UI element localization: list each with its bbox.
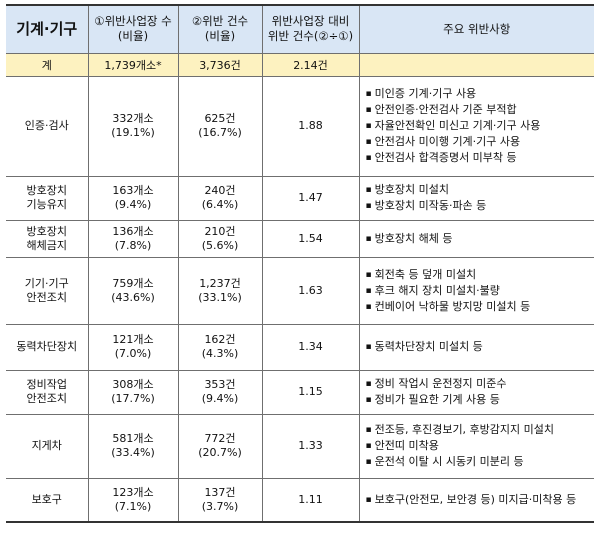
list-item: 안전띠 미착용 — [366, 438, 595, 454]
table-row: 인증·검사 332개소(19.1%) 625건(16.7%) 1.88 미인증 … — [6, 75, 595, 177]
row-sites: 308개소 (17.7%) — [87, 369, 179, 415]
header-sites: ①위반사업장 수 (비율) — [87, 4, 179, 54]
list-item: 컨베이어 낙하물 방지망 미설치 등 — [366, 299, 595, 315]
row-details: 미인증 기계·기구 사용 안전인증·안전검사 기준 부적합 자율안전확인 미신고… — [358, 75, 595, 177]
row-cases: 772건 (20.7%) — [177, 413, 263, 479]
row-details: 동력차단장치 미설치 등 — [358, 323, 595, 371]
row-ratio: 1.47 — [261, 175, 360, 221]
row-details: 보호구(안전모, 보안경 등) 미지급·미착용 등 — [358, 477, 595, 523]
row-sites: 123개소 (7.1%) — [87, 477, 179, 523]
violations-table: 기계·기구 ①위반사업장 수 (비율) ②위반 건수 (비율) 위반사업장 대비… — [6, 4, 594, 523]
row-details: 방호장치 해체 등 — [358, 219, 595, 258]
table-row: 동력차단장치 121개소(7.0%) 162건(4.3%) 1.34 동력차단장… — [6, 323, 595, 371]
total-cases: 3,736건 — [177, 52, 263, 77]
row-cases: 1,237건 (33.1%) — [177, 256, 263, 325]
row-category: 정비작업 안전조치 — [6, 369, 89, 415]
row-ratio: 1.15 — [261, 369, 360, 415]
list-item: 정비가 필요한 기계 사용 등 — [366, 392, 595, 408]
table-row: 지게차 581개소(33.4%) 772건(20.7%) 1.33 전조등, 후… — [6, 413, 595, 479]
header-details: 주요 위반사항 — [358, 4, 594, 54]
row-category: 지게차 — [6, 413, 89, 479]
table-row: 보호구 123개소(7.1%) 137건(3.7%) 1.11 보호구(안전모,… — [6, 477, 595, 523]
list-item: 방호장치 미설치 — [366, 182, 595, 198]
list-item: 정비 작업시 운전정지 미준수 — [366, 376, 595, 392]
row-category: 보호구 — [6, 477, 89, 523]
row-cases: 625건 (16.7%) — [177, 75, 263, 177]
row-ratio: 1.54 — [261, 219, 360, 258]
row-cases: 353건 (9.4%) — [177, 369, 263, 415]
row-sites: 759개소 (43.6%) — [87, 256, 179, 325]
row-sites: 581개소 (33.4%) — [87, 413, 179, 479]
list-item: 전조등, 후진경보기, 후방감지지 미설치 — [366, 422, 595, 438]
row-ratio: 1.88 — [261, 75, 360, 177]
list-item: 안전인증·안전검사 기준 부적합 — [366, 102, 595, 118]
row-details: 방호장치 미설치 방호장치 미작동·파손 등 — [358, 175, 595, 221]
row-ratio: 1.34 — [261, 323, 360, 371]
list-item: 미인증 기계·기구 사용 — [366, 86, 595, 102]
row-cases: 162건 (4.3%) — [177, 323, 263, 371]
row-sites: 136개소 (7.8%) — [87, 219, 179, 258]
list-item: 안전검사 미이행 기계·기구 사용 — [366, 134, 595, 150]
list-item: 안전검사 합격증명서 미부착 등 — [366, 150, 595, 166]
row-details: 정비 작업시 운전정지 미준수 정비가 필요한 기계 사용 등 — [358, 369, 595, 415]
total-details — [358, 52, 594, 77]
row-ratio: 1.33 — [261, 413, 360, 479]
list-item: 방호장치 미작동·파손 등 — [366, 198, 595, 214]
list-item: 회전축 등 덮개 미설치 — [366, 267, 595, 283]
row-cases: 240건 (6.4%) — [177, 175, 263, 221]
header-category: 기계·기구 — [6, 4, 89, 54]
list-item: 방호장치 해체 등 — [366, 231, 595, 247]
row-details: 전조등, 후진경보기, 후방감지지 미설치 안전띠 미착용 운전석 이탈 시 시… — [358, 413, 595, 479]
total-row: 계 1,739개소* 3,736건 2.14건 — [6, 52, 594, 77]
row-details: 회전축 등 덮개 미설치 후크 해지 장치 미설치·불량 컨베이어 낙하물 방지… — [358, 256, 595, 325]
row-sites: 163개소 (9.4%) — [87, 175, 179, 221]
header-cases: ②위반 건수 (비율) — [177, 4, 263, 54]
total-sites: 1,739개소* — [87, 52, 179, 77]
row-cases: 210건 (5.6%) — [177, 219, 263, 258]
total-ratio: 2.14건 — [261, 52, 360, 77]
list-item: 보호구(안전모, 보안경 등) 미지급·미착용 등 — [366, 492, 595, 508]
total-label: 계 — [6, 52, 89, 77]
row-category: 방호장치 해체금지 — [6, 219, 89, 258]
list-item: 동력차단장치 미설치 등 — [366, 339, 595, 355]
table-row: 기기·기구 안전조치 759개소 (43.6%) 1,237건 (33.1%) 1.6… — [6, 256, 595, 325]
row-category: 동력차단장치 — [6, 323, 89, 371]
row-cases: 137건 (3.7%) — [177, 477, 263, 523]
list-item: 운전석 이탈 시 시동키 미분리 등 — [366, 454, 595, 470]
list-item: 후크 해지 장치 미설치·불량 — [366, 283, 595, 299]
list-item: 자율안전확인 미신고 기계·기구 사용 — [366, 118, 595, 134]
row-category: 기기·기구 안전조치 — [6, 256, 89, 325]
row-sites: 332개소 (19.1%) — [87, 75, 179, 177]
row-category: 방호장치 기능유지 — [6, 175, 89, 221]
row-category: 인증·검사 — [6, 75, 89, 177]
row-ratio: 1.11 — [261, 477, 360, 523]
header-row: 기계·기구 ①위반사업장 수 (비율) ②위반 건수 (비율) 위반사업장 대비… — [6, 4, 594, 54]
row-ratio: 1.63 — [261, 256, 360, 325]
header-ratio: 위반사업장 대비 위반 건수(②÷①) — [261, 4, 360, 54]
row-sites: 121개소 (7.0%) — [87, 323, 179, 371]
